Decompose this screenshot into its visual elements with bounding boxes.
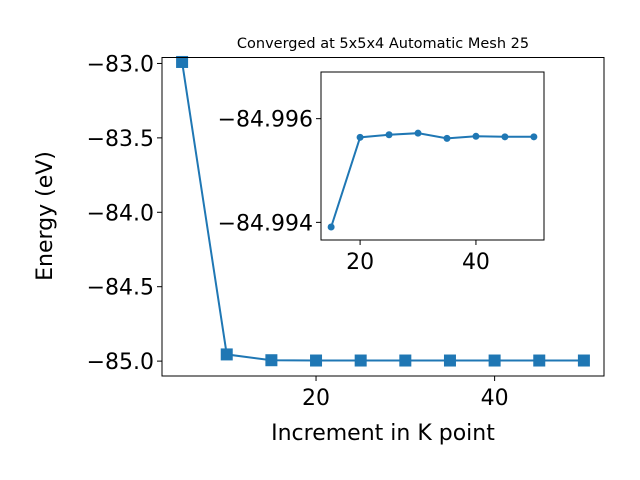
inset-data-point bbox=[356, 133, 364, 141]
main-data-point bbox=[354, 354, 367, 367]
inset-data-point bbox=[472, 132, 480, 140]
main-data-point bbox=[443, 354, 456, 367]
inset-data-point bbox=[327, 223, 335, 231]
main-series-line bbox=[181, 61, 584, 362]
main-data-point bbox=[399, 354, 412, 367]
inset-x-ticks: 20 40 bbox=[346, 240, 490, 275]
main-x-tick-label: 20 bbox=[302, 386, 330, 411]
inset-x-tick-label: 20 bbox=[346, 250, 374, 275]
inset-plot-frame bbox=[320, 71, 545, 241]
main-data-point bbox=[310, 354, 323, 367]
inset-data-point bbox=[414, 129, 422, 137]
main-data-point bbox=[488, 354, 501, 367]
main-data-point bbox=[533, 354, 546, 367]
chart-title: Converged at 5x5x4 Automatic Mesh 25 bbox=[237, 36, 529, 52]
inset-chart: 20 40 −84.996−84.994 bbox=[218, 71, 545, 275]
inset-y-ticks: −84.996 −84.994 bbox=[218, 108, 321, 236]
main-series bbox=[176, 55, 590, 367]
main-y-tick-label: −84.0 bbox=[87, 201, 154, 226]
main-y-tick-label: −83.5 bbox=[87, 127, 154, 152]
inset-x-tick-label: 40 bbox=[462, 250, 490, 275]
inset-series bbox=[327, 129, 538, 231]
y-axis-label: Energy (eV) bbox=[33, 151, 58, 281]
inset-data-point bbox=[443, 134, 451, 142]
main-y-ticks: −83.0 −83.5 −84.0 −84.5 −85.0 bbox=[87, 52, 162, 375]
x-axis-label: Increment in K point bbox=[271, 421, 495, 446]
inset-data-point bbox=[530, 133, 538, 141]
inset-background bbox=[321, 72, 544, 240]
main-plot-frame bbox=[161, 57, 605, 377]
inset-data-point bbox=[501, 133, 509, 141]
main-y-tick-label: −85.0 bbox=[87, 350, 154, 375]
main-data-point bbox=[265, 354, 278, 367]
main-data-point bbox=[176, 55, 189, 68]
main-data-point bbox=[577, 354, 590, 367]
inset-y-tick-label: −84.994 bbox=[218, 211, 313, 236]
inset-series-line bbox=[330, 132, 534, 228]
inset-y-tick-label: −84.996 bbox=[218, 108, 313, 133]
main-y-tick-label: −84.5 bbox=[87, 276, 154, 301]
main-data-point bbox=[220, 348, 233, 361]
main-x-ticks: 20 40 bbox=[302, 376, 509, 411]
main-y-tick-label: −83.0 bbox=[87, 52, 154, 77]
main-chart: Converged at 5x5x4 Automatic Mesh 25 20 4… bbox=[33, 36, 605, 446]
main-x-tick-label: 40 bbox=[481, 386, 509, 411]
inset-data-point bbox=[385, 131, 393, 139]
